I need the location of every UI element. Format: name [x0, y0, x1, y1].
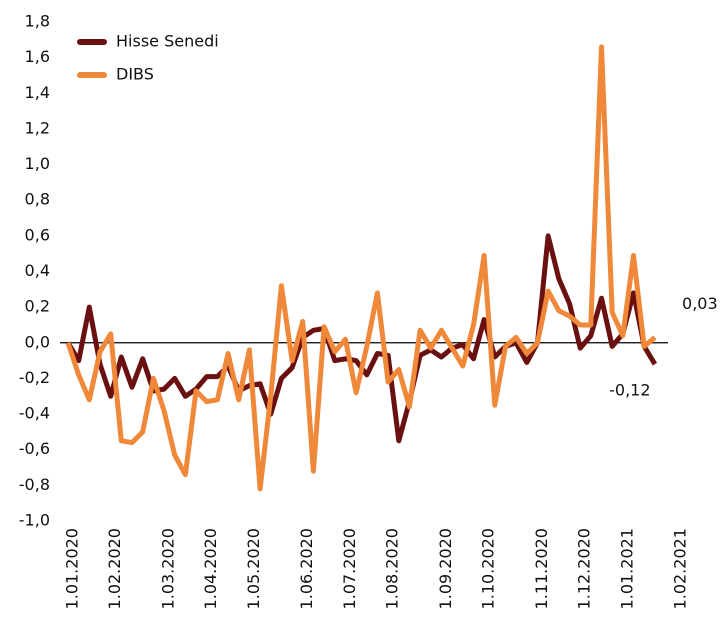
x-tick-label: 1.06.2020 — [297, 528, 316, 609]
data-label: 0,03 — [682, 294, 718, 313]
x-tick-label: 1.11.2020 — [532, 528, 551, 609]
y-tick-label: 1,6 — [25, 47, 50, 66]
y-tick-label: -0,8 — [19, 475, 50, 494]
y-tick-label: 0,0 — [25, 332, 50, 351]
y-tick-label: 0,4 — [25, 261, 50, 280]
y-tick-label: -0,6 — [19, 439, 50, 458]
x-tick-label: 1.08.2020 — [383, 528, 402, 609]
y-tick-label: 1,2 — [25, 118, 50, 137]
y-tick-label: 1,0 — [25, 154, 50, 173]
legend-label: DIBS — [116, 65, 154, 84]
y-tick-label: 0,6 — [25, 225, 50, 244]
x-tick-label: 1.09.2020 — [436, 528, 455, 609]
x-tick-label: 1.12.2020 — [575, 528, 594, 609]
series-line — [65, 233, 658, 444]
series-line — [65, 44, 657, 492]
x-tick-label: 1.02.2020 — [105, 528, 124, 609]
x-tick-label: 1.01.2020 — [63, 528, 82, 609]
y-tick-label: 1,8 — [25, 12, 50, 31]
y-tick-label: 1,4 — [25, 83, 50, 102]
x-tick-label: 1.07.2020 — [340, 528, 359, 609]
y-tick-label: -0,4 — [19, 404, 50, 423]
y-tick-label: 0,2 — [25, 297, 50, 316]
y-tick-label: -0,2 — [19, 368, 50, 387]
x-tick-label: 1.10.2020 — [479, 528, 498, 609]
x-tick-label: 1.05.2020 — [244, 528, 263, 609]
data-label: -0,12 — [609, 381, 650, 400]
x-tick-label: 1.03.2020 — [159, 528, 178, 609]
x-tick-label: 1.04.2020 — [201, 528, 220, 609]
legend-label: Hisse Senedi — [116, 32, 219, 51]
y-tick-label: 0,8 — [25, 190, 50, 209]
x-tick-label: 1.02.2021 — [671, 528, 690, 609]
x-tick-label: 1.01.2021 — [617, 528, 636, 609]
y-tick-label: -1,0 — [19, 511, 50, 530]
